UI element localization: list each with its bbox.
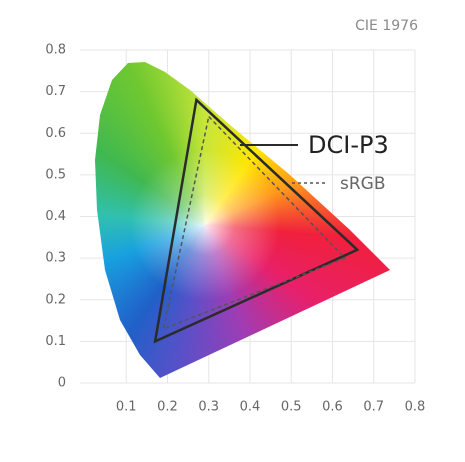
x-tick-label: 0.1 [116,400,137,415]
legend-label: DCI-P3 [308,131,389,159]
y-tick-label: 0.4 [45,209,66,224]
x-tick-label: 0.4 [240,400,261,415]
x-tick-label: 0.8 [405,400,426,415]
y-tick-label: 0.7 [45,84,66,99]
marks [153,97,360,344]
y-tick-label: 0.2 [45,292,66,307]
x-tick-label: 0.2 [157,400,178,415]
y-tick-label: 0.8 [45,43,66,58]
y-tick-label: 0 [58,376,66,391]
y-tick-label: 0.3 [45,251,66,266]
x-tick-label: 0.6 [322,400,343,415]
x-tick-label: 0.5 [281,400,302,415]
gamut-triangle [153,97,360,344]
x-tick-label: 0.7 [363,400,384,415]
y-tick-label: 0.6 [45,126,66,141]
x-tick-label: 0.3 [198,400,219,415]
y-tick-label: 0.5 [45,167,66,182]
y-tick-label: 0.1 [45,334,66,349]
gamut-triangle [162,115,347,331]
legend-label: sRGB [340,174,386,194]
chart-title: CIE 1976 [355,18,418,34]
